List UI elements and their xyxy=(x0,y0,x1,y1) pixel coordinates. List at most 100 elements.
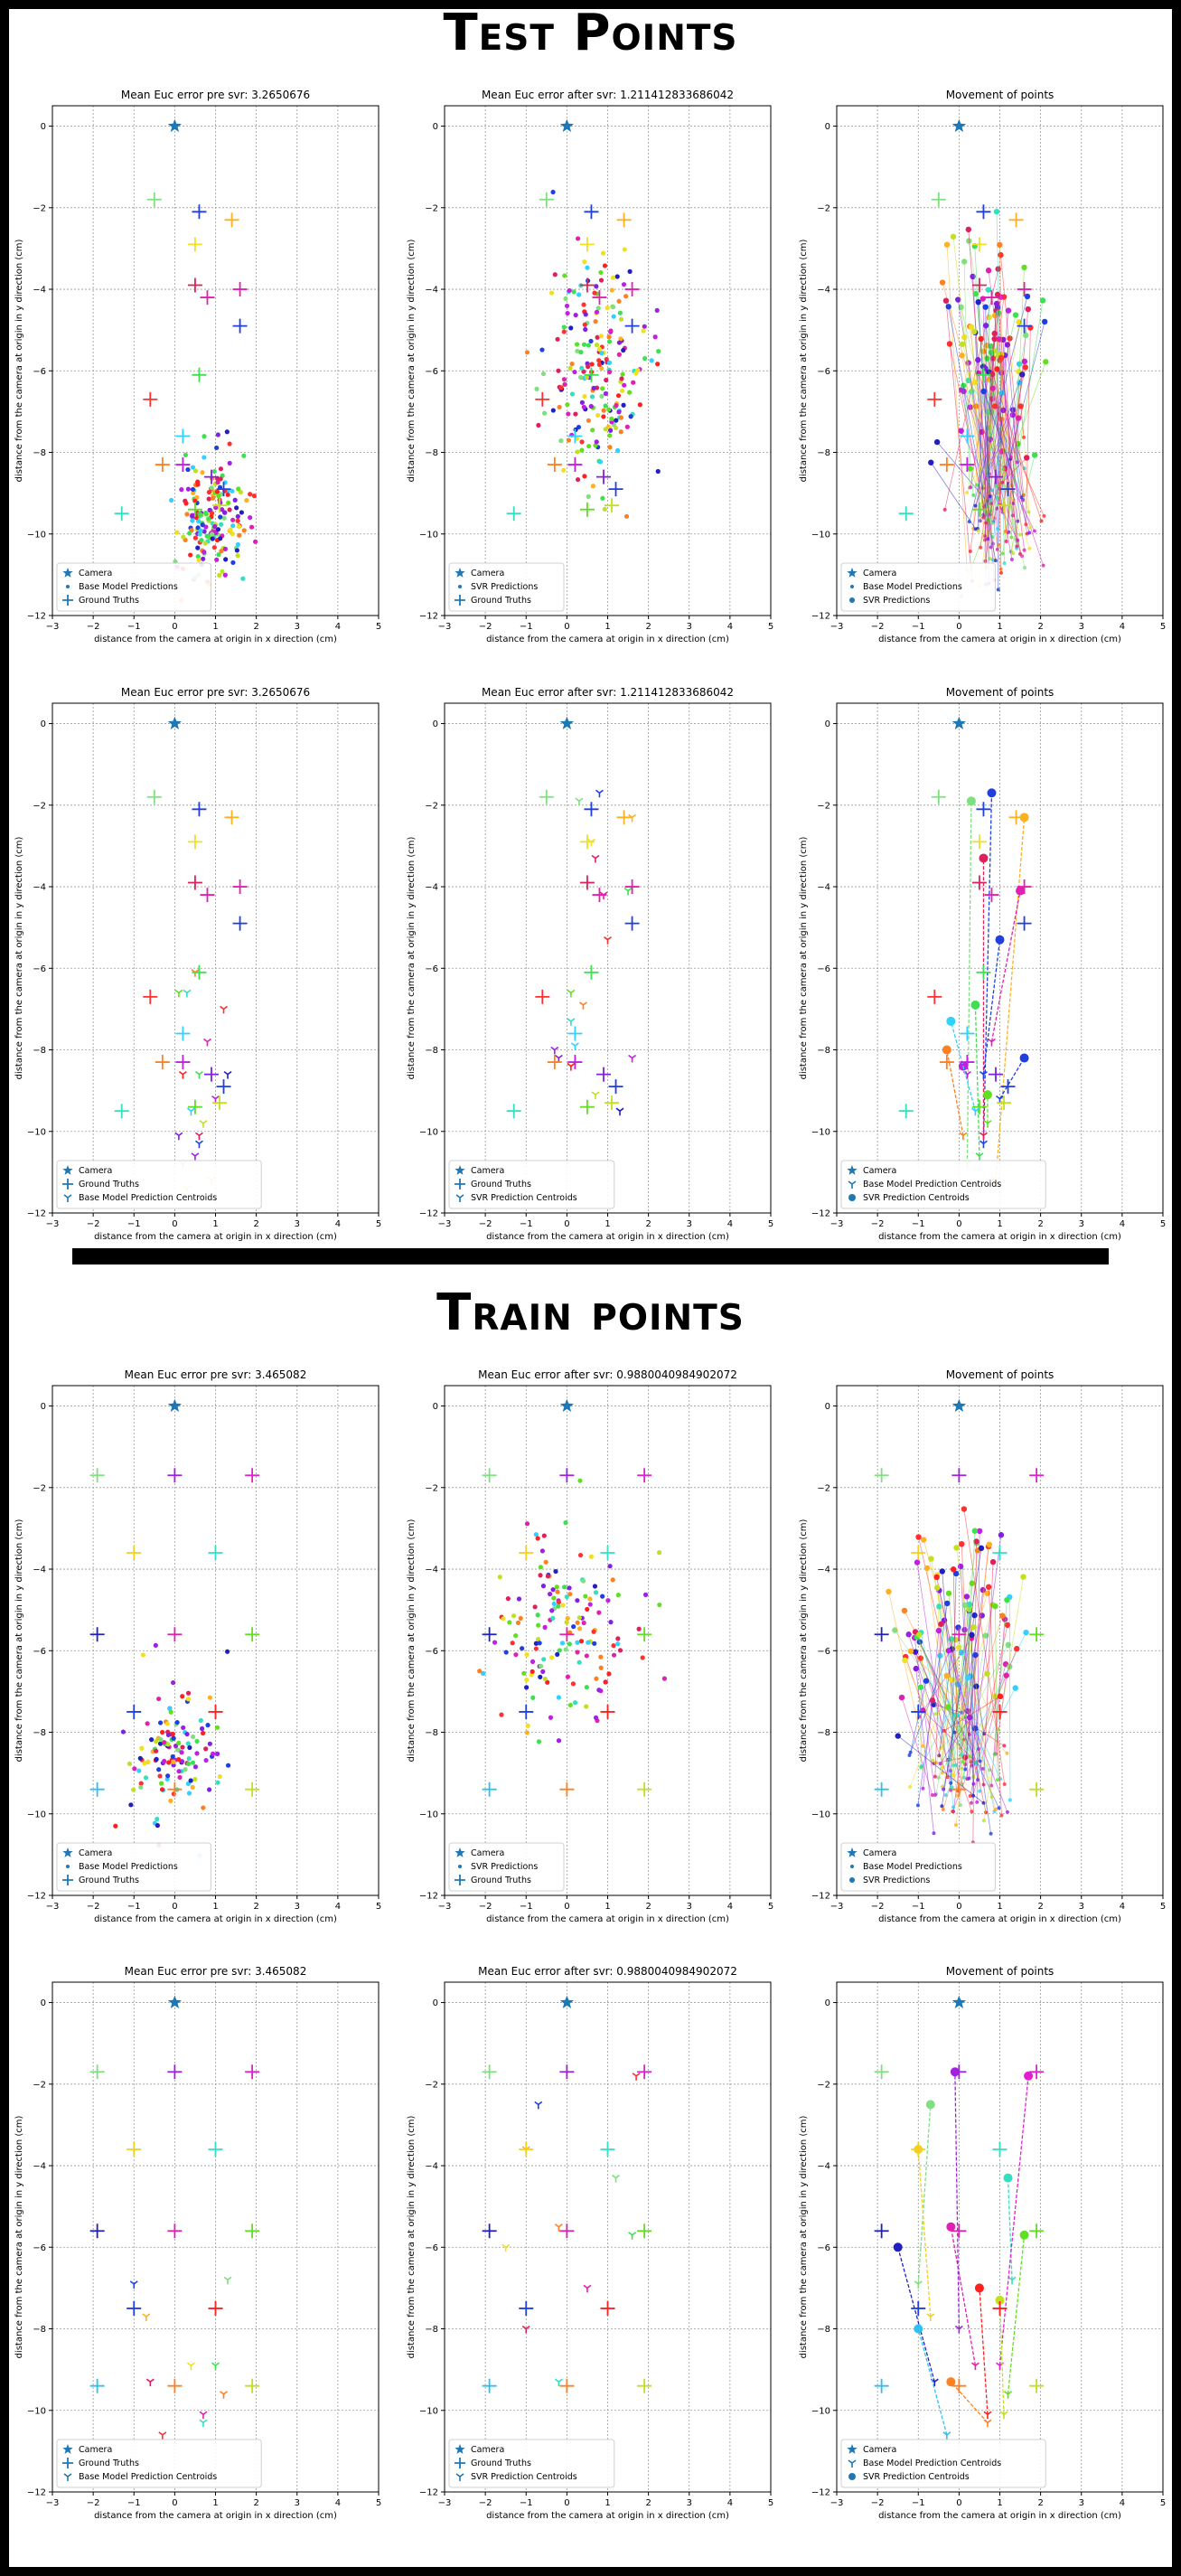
prediction-point xyxy=(552,272,558,277)
movement-line xyxy=(989,438,1013,560)
prediction-point xyxy=(571,1624,576,1630)
svr-prediction-point xyxy=(991,330,998,337)
ground-truth-point xyxy=(1008,212,1024,228)
prediction-point xyxy=(542,410,548,416)
base-prediction-point xyxy=(938,1762,942,1766)
prediction-point xyxy=(217,1773,222,1780)
y-tick-label: −10 xyxy=(27,2406,46,2416)
svr-centroid-point xyxy=(914,2324,923,2334)
x-tick-label: 0 xyxy=(172,622,177,632)
ground-truth-point xyxy=(482,2378,497,2393)
prediction-point xyxy=(215,1780,220,1785)
x-tick-label: 1 xyxy=(997,622,1002,632)
x-tick-label: 1 xyxy=(212,1219,218,1229)
x-axis-label: distance from the camera at origin in x … xyxy=(878,1914,1121,1924)
legend-label: Camera xyxy=(471,1166,504,1176)
y-tick-label: −8 xyxy=(33,2325,46,2335)
svr-prediction-point xyxy=(972,290,979,297)
svr-prediction-point xyxy=(1009,411,1016,418)
prediction-point xyxy=(618,429,623,435)
prediction-point xyxy=(211,495,216,501)
grid xyxy=(836,703,1164,1214)
x-tick-label: −1 xyxy=(127,1902,141,1912)
svr-prediction-point xyxy=(1023,1629,1029,1636)
prediction-point xyxy=(560,1603,566,1608)
base-prediction-point xyxy=(945,1775,950,1780)
prediction-point xyxy=(520,1646,525,1651)
prediction-point xyxy=(180,1694,185,1699)
svr-prediction-point xyxy=(945,1590,952,1596)
prediction-point xyxy=(206,496,211,502)
prediction-point xyxy=(533,1641,539,1646)
x-tick-label: 3 xyxy=(687,1902,692,1912)
legend-marker-camera xyxy=(847,568,858,578)
prediction-point xyxy=(615,447,621,453)
x-tick-label: −1 xyxy=(520,622,533,632)
svr-prediction-point xyxy=(1004,1622,1011,1629)
prediction-point xyxy=(595,334,600,340)
centroid-point xyxy=(145,2378,155,2387)
x-tick-label: −1 xyxy=(520,1902,533,1912)
movement-line xyxy=(974,332,984,515)
y-tick-label: 0 xyxy=(433,122,438,132)
svr-prediction-point xyxy=(971,1528,979,1534)
data-layer xyxy=(477,1398,668,1797)
ground-truth-point xyxy=(637,1627,652,1642)
legend: Camera Ground Truths Base Model Prediction… xyxy=(56,2439,262,2488)
prediction-point xyxy=(598,277,605,283)
prediction-point xyxy=(248,524,255,530)
prediction-point xyxy=(184,512,190,517)
ground-truth-point xyxy=(971,1099,987,1114)
prediction-point xyxy=(536,1739,542,1744)
y-tick-label: −2 xyxy=(33,801,46,811)
ground-truth-point xyxy=(592,290,607,306)
ground-truth-point xyxy=(175,457,191,473)
svr-prediction-point xyxy=(950,1566,957,1573)
camera-point xyxy=(559,118,574,132)
prediction-point xyxy=(615,1636,621,1641)
prediction-point xyxy=(576,292,582,297)
prediction-point xyxy=(165,1732,172,1738)
svr-prediction-point xyxy=(928,1556,934,1562)
y-tick-label: −6 xyxy=(817,1647,830,1657)
base-prediction-point xyxy=(967,1776,971,1781)
data-layer xyxy=(506,118,661,522)
prediction-point xyxy=(573,312,578,318)
legend-marker-ground-truth xyxy=(455,1179,465,1189)
prediction-point xyxy=(222,572,228,578)
prediction-point xyxy=(480,1670,486,1676)
legend-marker-prediction xyxy=(850,585,854,588)
base-prediction-point xyxy=(997,1806,1001,1810)
prediction-point xyxy=(545,1574,551,1579)
prediction-point xyxy=(236,486,241,492)
centroid-point xyxy=(591,1091,600,1100)
base-prediction-point xyxy=(970,1810,974,1814)
legend: Camera SVR Predictions Ground Truths xyxy=(448,562,565,612)
prediction-point xyxy=(187,531,192,536)
base-centroid-point xyxy=(983,2419,992,2428)
prediction-point xyxy=(614,418,619,423)
prediction-point xyxy=(613,425,619,430)
x-tick-label: −2 xyxy=(871,1902,885,1912)
x-tick-label: 0 xyxy=(172,2498,177,2508)
x-axis-label: distance from the camera at origin in x … xyxy=(878,1232,1121,1242)
movement-line xyxy=(976,1686,985,1735)
prediction-point xyxy=(622,247,627,252)
ground-truth-point xyxy=(874,2378,889,2393)
prediction-point xyxy=(194,1738,200,1744)
y-tick-label: −2 xyxy=(425,1483,438,1493)
centroid-move-line xyxy=(917,2328,948,2436)
prediction-point xyxy=(590,484,595,489)
prediction-point xyxy=(586,418,591,423)
prediction-point xyxy=(592,1641,597,1646)
prediction-point xyxy=(217,572,222,578)
base-centroid-point xyxy=(999,2411,1008,2420)
prediction-point xyxy=(588,403,594,409)
y-axis-label: distance from the camera at origin in y … xyxy=(407,239,417,482)
y-tick-label: −2 xyxy=(425,801,438,811)
movement-line xyxy=(990,1619,1006,1786)
x-tick-label: 0 xyxy=(172,1902,177,1912)
base-prediction-point xyxy=(942,507,947,512)
